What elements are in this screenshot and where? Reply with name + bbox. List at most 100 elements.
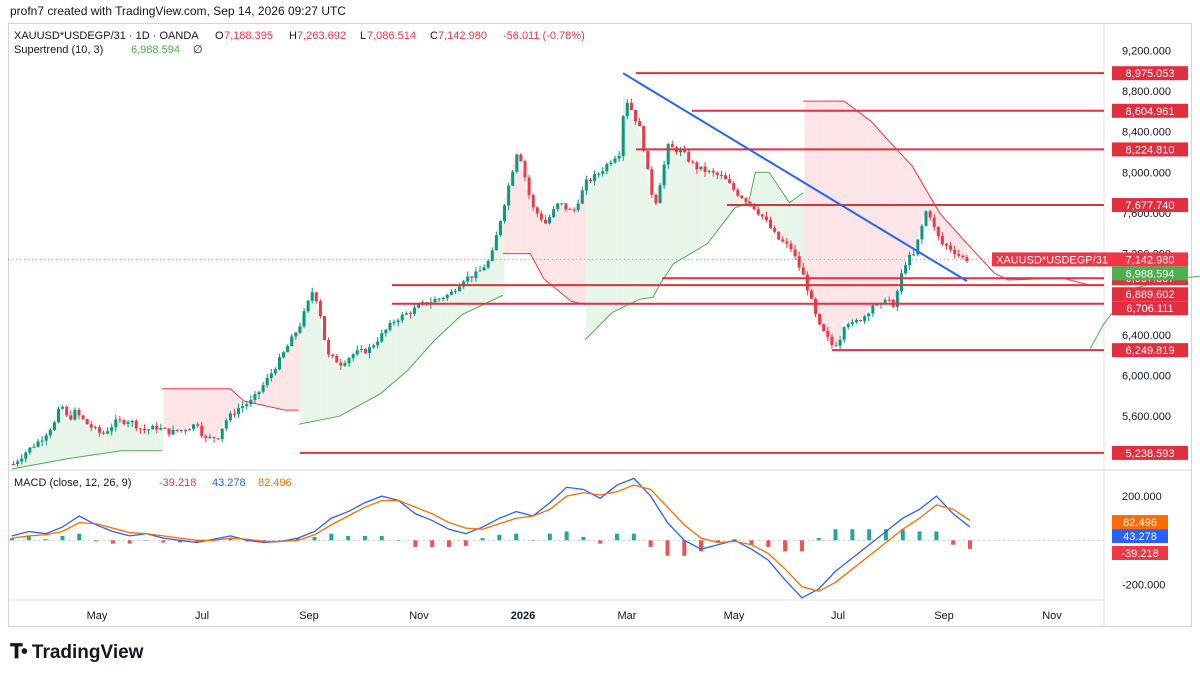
supertrend-fill: [408, 311, 411, 369]
tradingview-logo[interactable]: 𝐓• TradingView: [10, 641, 143, 664]
candle-body: [449, 291, 453, 295]
supertrend-fill: [470, 275, 472, 311]
supertrend-fill: [141, 430, 144, 451]
macd-plot-layer: [8, 477, 1104, 599]
candle-body: [523, 161, 527, 178]
supertrend-fill: [84, 422, 86, 457]
supertrend-fill: [468, 276, 471, 312]
candle-body: [36, 441, 40, 447]
supertrend-fill: [179, 388, 182, 431]
candle-body: [944, 243, 948, 246]
time-axis-tick: Nov: [409, 610, 429, 622]
supertrend-fill: [262, 383, 265, 406]
macd-histogram-bar: [934, 531, 939, 541]
candle-body: [437, 298, 441, 300]
candle-body: [928, 211, 932, 218]
macd-histogram-bar: [547, 533, 552, 541]
supertrend-fill: [149, 428, 152, 451]
supertrend-fill: [537, 214, 539, 267]
level-price-tag[interactable]: [1112, 103, 1188, 118]
macd-histogram-bar: [816, 538, 821, 541]
level-price-tag[interactable]: [1112, 198, 1188, 213]
candle-body: [953, 249, 957, 254]
macd-histogram-bar: [43, 539, 48, 541]
level-price-tag[interactable]: [1112, 301, 1188, 316]
candle-body: [204, 436, 208, 438]
candle-body: [114, 419, 118, 428]
trend-line[interactable]: [622, 72, 968, 282]
supertrend-fill: [299, 321, 302, 425]
supertrend-fill: [307, 299, 310, 423]
time-axis-tick: Sep: [299, 610, 319, 622]
supertrend-fill: [151, 428, 153, 451]
candle-body: [552, 209, 556, 218]
supertrend-fill: [215, 388, 217, 437]
supertrend-fill: [841, 101, 843, 329]
candle-body: [138, 428, 142, 430]
supertrend-fill: [614, 155, 617, 312]
supertrend-fill: [200, 388, 202, 434]
supertrend-fill: [137, 427, 139, 451]
supertrend-fill: [850, 106, 853, 325]
level-price-text: 6,706.111: [1126, 303, 1173, 315]
candle-body: [867, 313, 871, 317]
supertrend-fill: [724, 180, 726, 223]
supertrend-fill: [190, 388, 193, 426]
level-price-text: 7,677.740: [1126, 200, 1175, 212]
supertrend-fill: [793, 199, 796, 258]
supertrend-fill: [213, 388, 216, 438]
supertrend-fill: [770, 174, 772, 231]
supertrend-fill: [593, 176, 595, 332]
candle-body: [822, 324, 826, 332]
level-price-tag[interactable]: [1112, 287, 1188, 302]
supertrend-fill: [527, 194, 530, 254]
supertrend-fill: [695, 167, 697, 251]
supertrend-fill: [625, 101, 628, 306]
macd-histogram-bar: [850, 529, 855, 541]
candle-body: [474, 271, 478, 278]
candle-body: [44, 435, 48, 441]
candle-body: [404, 313, 408, 315]
supertrend-fill: [395, 318, 397, 381]
supertrend-fill: [610, 158, 613, 314]
candle-body: [940, 236, 944, 244]
supertrend-fill: [107, 428, 109, 453]
supertrend-fill: [434, 299, 437, 340]
candle-body: [12, 463, 15, 465]
supertrend-fill: [598, 172, 601, 327]
supertrend-fill: [673, 149, 676, 264]
supertrend-fill: [145, 429, 148, 451]
supertrend-fill: [916, 173, 918, 241]
supertrend-fill: [448, 294, 450, 328]
supertrend-line: [298, 294, 504, 425]
supertrend-fill: [451, 291, 453, 325]
supertrend-legend: Supertrend (10, 3): [14, 44, 103, 56]
supertrend-fill: [357, 352, 359, 407]
candle-body: [155, 425, 159, 430]
supertrend-fill: [846, 103, 849, 322]
macd-histogram-bar: [883, 529, 888, 541]
level-price-tag[interactable]: [1112, 66, 1188, 81]
supertrend-fill: [66, 420, 69, 459]
supertrend-fill: [314, 298, 317, 422]
supertrend-fill: [253, 397, 255, 404]
level-price-tag[interactable]: [1112, 445, 1188, 460]
supertrend-fill: [552, 210, 554, 286]
supertrend-fill: [291, 336, 294, 411]
supertrend-line: [11, 450, 163, 470]
supertrend-fill: [954, 229, 957, 253]
supertrend-fill: [261, 385, 264, 405]
supertrend-fill: [676, 150, 678, 263]
candle-body: [707, 170, 711, 172]
supertrend-fill: [597, 173, 599, 328]
candle-body: [613, 158, 617, 163]
supertrend-fill: [830, 101, 832, 346]
supertrend-fill: [590, 178, 592, 335]
supertrend-fill: [333, 360, 336, 418]
level-price-tag[interactable]: [1112, 142, 1188, 157]
level-price-tag[interactable]: [1112, 343, 1188, 358]
supertrend-fill: [122, 421, 124, 451]
candle-body: [961, 255, 965, 258]
supertrend-fill: [493, 241, 495, 300]
